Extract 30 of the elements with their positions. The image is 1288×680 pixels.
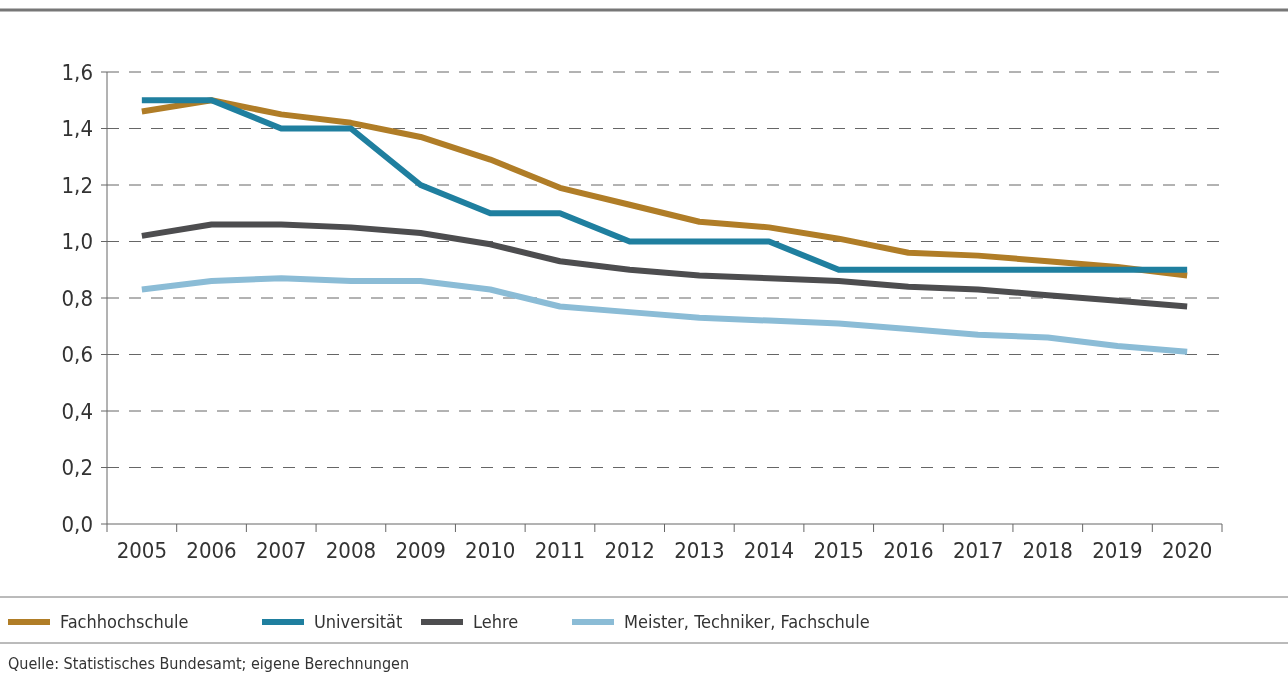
x-tick-label: 2020 [1161,538,1213,563]
x-tick-label: 2017 [952,538,1004,563]
x-tick-label: 2006 [186,538,237,563]
x-tick-label: 2012 [604,538,655,563]
x-tick-label: 2011 [534,538,586,563]
y-tick-label: 0,0 [61,511,93,537]
x-tick-label: 2015 [813,538,864,563]
x-tick-label: 2010 [465,538,516,563]
x-tick-label: 2013 [674,538,725,563]
legend-label: Meister, Techniker, Fachschule [624,611,870,633]
y-tick-label: 1,4 [61,116,93,142]
x-tick-label: 2007 [256,538,307,563]
x-tick-label: 2009 [395,538,446,563]
y-tick-label: 0,8 [61,285,93,311]
x-tick-label: 2014 [743,538,795,563]
source-note: Quelle: Statistisches Bundesamt; eigene Berechnungen [8,653,410,673]
legend-label: Lehre [473,611,519,633]
x-tick-label: 2005 [116,538,168,563]
y-tick-label: 1,2 [61,172,93,198]
x-tick-label: 2008 [325,538,377,563]
x-tick-label: 2019 [1092,538,1143,563]
y-tick-label: 0,2 [61,455,93,481]
x-tick-label: 2016 [883,538,934,563]
y-tick-label: 0,4 [61,398,93,424]
y-tick-label: 1,0 [61,229,93,255]
y-tick-label: 0,6 [61,342,93,368]
x-tick-label: 2018 [1022,538,1073,563]
legend-label: Universität [314,611,403,633]
y-tick-label: 1,6 [61,59,93,85]
legend-label: Fachhochschule [60,611,189,633]
